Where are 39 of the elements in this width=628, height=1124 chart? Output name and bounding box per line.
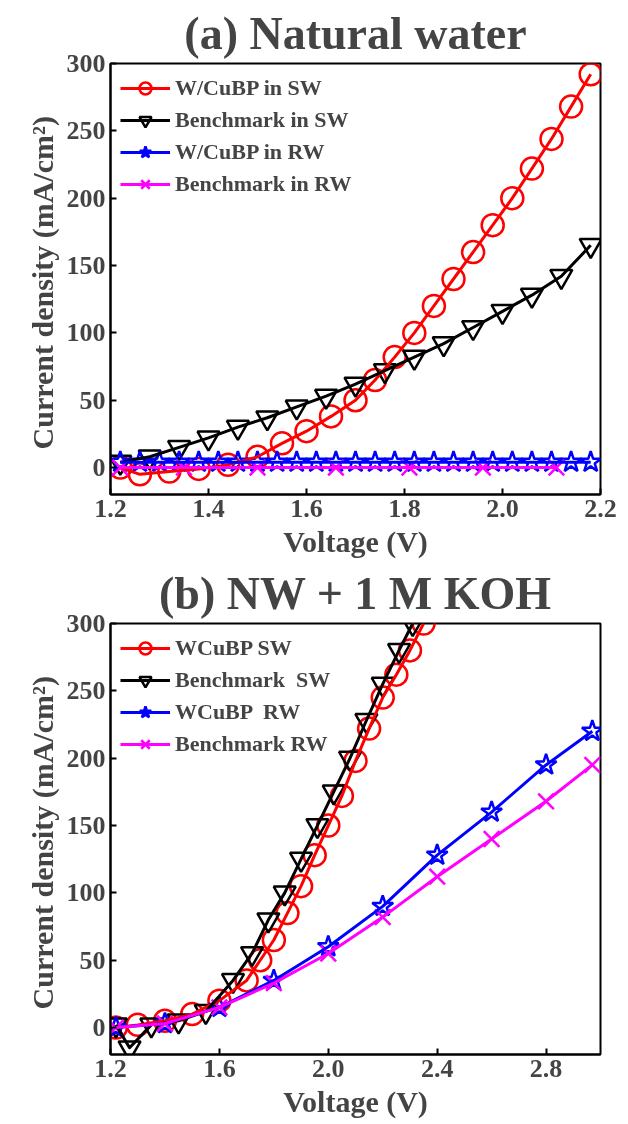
legend-label: Benchmark SW [175,667,331,693]
y-tick-label: 0 [92,1013,106,1043]
x-tick-label: 1.6 [290,493,323,523]
legend-label: Benchmark RW [175,731,328,757]
y-tick-label: 250 [66,116,106,146]
x-tick-label: 2.8 [529,1053,563,1083]
legend-label: W/CuBP in SW [175,75,322,101]
x-tick-label: 1.6 [203,1053,236,1083]
x-tick-label: 2.0 [486,493,519,523]
x-tick-label: 2.0 [312,1053,345,1083]
y-tick-label: 0 [92,453,106,483]
y-tick-label: 200 [66,743,106,773]
y-axis-title: Current density (mA/cm²) [25,676,60,1010]
legend-label: WCuBP SW [175,635,292,661]
y-tick-label: 250 [66,676,106,706]
x-tick-label: 1.2 [94,493,127,523]
x-tick-label: 1.2 [94,1053,127,1083]
y-tick-label: 300 [66,609,106,638]
legend-label: W/CuBP in RW [175,139,325,165]
x-tick-label: 2.4 [420,1053,454,1083]
chart-title: (b) NW + 1 M KOH [159,567,552,619]
x-tick-label: 1.4 [192,493,225,523]
y-tick-label: 150 [66,251,106,281]
x-axis-title: Voltage (V) [283,1084,428,1119]
y-tick-label: 50 [79,945,106,975]
x-axis-title: Voltage (V) [283,524,428,559]
y-tick-label: 300 [66,49,106,78]
y-tick-label: 100 [66,318,106,348]
y-tick-label: 100 [66,878,106,908]
chart-title: (a) Natural water [184,7,527,59]
legend-label: WCuBP RW [175,699,301,725]
y-tick-label: 150 [66,811,106,841]
y-tick-label: 50 [79,385,106,415]
x-tick-label: 2.2 [584,493,617,523]
y-tick-label: 200 [66,183,106,213]
legend-label: Benchmark in SW [175,107,349,133]
x-tick-label: 1.8 [388,493,421,523]
legend-label: Benchmark in RW [175,171,352,197]
y-axis-title: Current density (mA/cm²) [25,116,60,450]
